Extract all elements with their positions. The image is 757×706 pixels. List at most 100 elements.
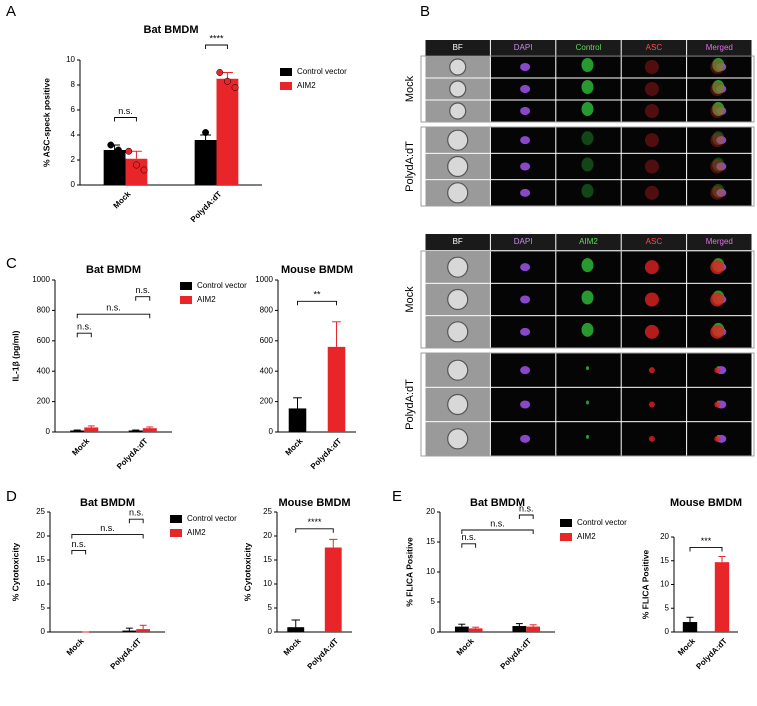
image-row-frame: [420, 55, 755, 123]
significance-label: **: [313, 290, 321, 300]
significance-label: ****: [209, 33, 224, 43]
cell-dapi: [520, 107, 531, 115]
y-axis-label: % ASC-speck positive: [41, 78, 51, 167]
cell-red: [644, 159, 659, 174]
significance-bracket: [461, 543, 477, 548]
image-row-frame: [420, 250, 755, 349]
bar: [136, 629, 151, 632]
cell-bf: [447, 129, 469, 151]
cell-image: [621, 78, 687, 100]
y-tick-label: 20: [36, 531, 45, 540]
cell-green: [581, 102, 594, 116]
cell-green: [712, 131, 725, 146]
cell-green: [712, 102, 725, 116]
cell-image: [556, 387, 621, 422]
y-tick-label: 600: [37, 336, 51, 345]
column-header-bg: [425, 40, 490, 56]
legend-swatch: [180, 282, 192, 290]
significance-label: n.s.: [461, 532, 476, 542]
row-label: PolydA:dT: [404, 379, 416, 430]
row-label: Mock: [404, 75, 416, 102]
legend-label: Control vector: [297, 67, 347, 76]
data-point: [140, 166, 148, 174]
y-tick-label: 400: [37, 366, 51, 375]
cell-dapi: [520, 434, 531, 443]
y-tick-label: 15: [263, 555, 272, 564]
cell-red: [644, 133, 659, 148]
significance-bracket: [295, 528, 334, 533]
x-tick-label: Mock: [455, 636, 476, 657]
chart-title: Bat BMDM: [86, 264, 141, 276]
cell-image: [556, 127, 621, 153]
cell-red: [710, 104, 725, 118]
x-tick-label: Mock: [676, 636, 697, 657]
bar: [194, 140, 217, 185]
cell-red: [648, 435, 655, 442]
cell-dapi: [520, 263, 531, 272]
bar: [216, 78, 239, 185]
cell-dapi: [716, 136, 727, 145]
cell-image: [621, 127, 687, 153]
cell-red: [714, 401, 721, 408]
cell-red: [648, 401, 655, 408]
cell-green: [581, 322, 594, 337]
cell-red: [710, 60, 725, 74]
bar: [468, 628, 483, 632]
cell-green: [581, 131, 594, 146]
legend-swatch: [560, 533, 572, 541]
cell-red: [644, 185, 659, 200]
column-header: Control: [576, 43, 602, 52]
x-tick-label: Mock: [70, 436, 91, 457]
cell-red: [710, 292, 725, 307]
significance-label: n.s.: [118, 106, 133, 116]
cell-dapi: [716, 188, 727, 197]
chart-title: Bat BMDM: [470, 497, 525, 509]
bar: [125, 158, 148, 185]
data-point: [223, 77, 231, 85]
cell-image: [621, 100, 687, 122]
cell-red: [648, 367, 655, 374]
cell-red: [644, 292, 659, 307]
significance-label: n.s.: [71, 539, 86, 549]
x-tick-label: PolydA:dT: [694, 636, 729, 671]
panel-label: A: [6, 3, 16, 20]
cell-dapi: [520, 400, 531, 409]
y-axis-label: % Cytotoxicity: [10, 542, 20, 601]
data-point: [216, 69, 224, 76]
y-tick-label: 400: [260, 366, 274, 375]
column-header: BF: [453, 237, 463, 246]
cell-image: [556, 422, 621, 456]
cell-green: [581, 290, 594, 305]
y-tick-label: 15: [36, 555, 45, 564]
y-tick-label: 800: [37, 306, 51, 315]
cell-image: [621, 180, 687, 206]
significance-label: n.s.: [519, 503, 534, 513]
chart-title: Mouse BMDM: [278, 497, 350, 509]
row-label: Mock: [404, 286, 416, 313]
chart-title: Bat BMDM: [144, 24, 199, 36]
cell-green: [581, 157, 594, 172]
cell-green: [712, 183, 725, 198]
cell-bf: [449, 80, 467, 98]
x-tick-label: Mock: [112, 189, 133, 210]
bar: [288, 408, 307, 432]
significance-bracket: [71, 534, 144, 539]
bar: [512, 626, 527, 632]
significance-bracket: [76, 332, 92, 338]
column-header-bg: [556, 234, 621, 250]
y-tick-label: 5: [431, 597, 436, 606]
x-tick-label: Mock: [284, 436, 305, 457]
significance-label: n.s.: [135, 285, 150, 295]
cell-green: [581, 80, 594, 94]
cell-image: [556, 180, 621, 206]
cell-red: [710, 324, 725, 339]
x-tick-label: Mock: [282, 636, 303, 657]
cell-dapi: [520, 63, 531, 71]
significance-label: n.s.: [490, 518, 505, 528]
chart-title: Mouse BMDM: [670, 497, 742, 509]
bar: [287, 627, 305, 632]
bar: [324, 547, 342, 632]
cell-green: [712, 58, 725, 72]
legend-swatch: [180, 296, 192, 304]
x-tick-label: PolydA:dT: [189, 189, 224, 224]
